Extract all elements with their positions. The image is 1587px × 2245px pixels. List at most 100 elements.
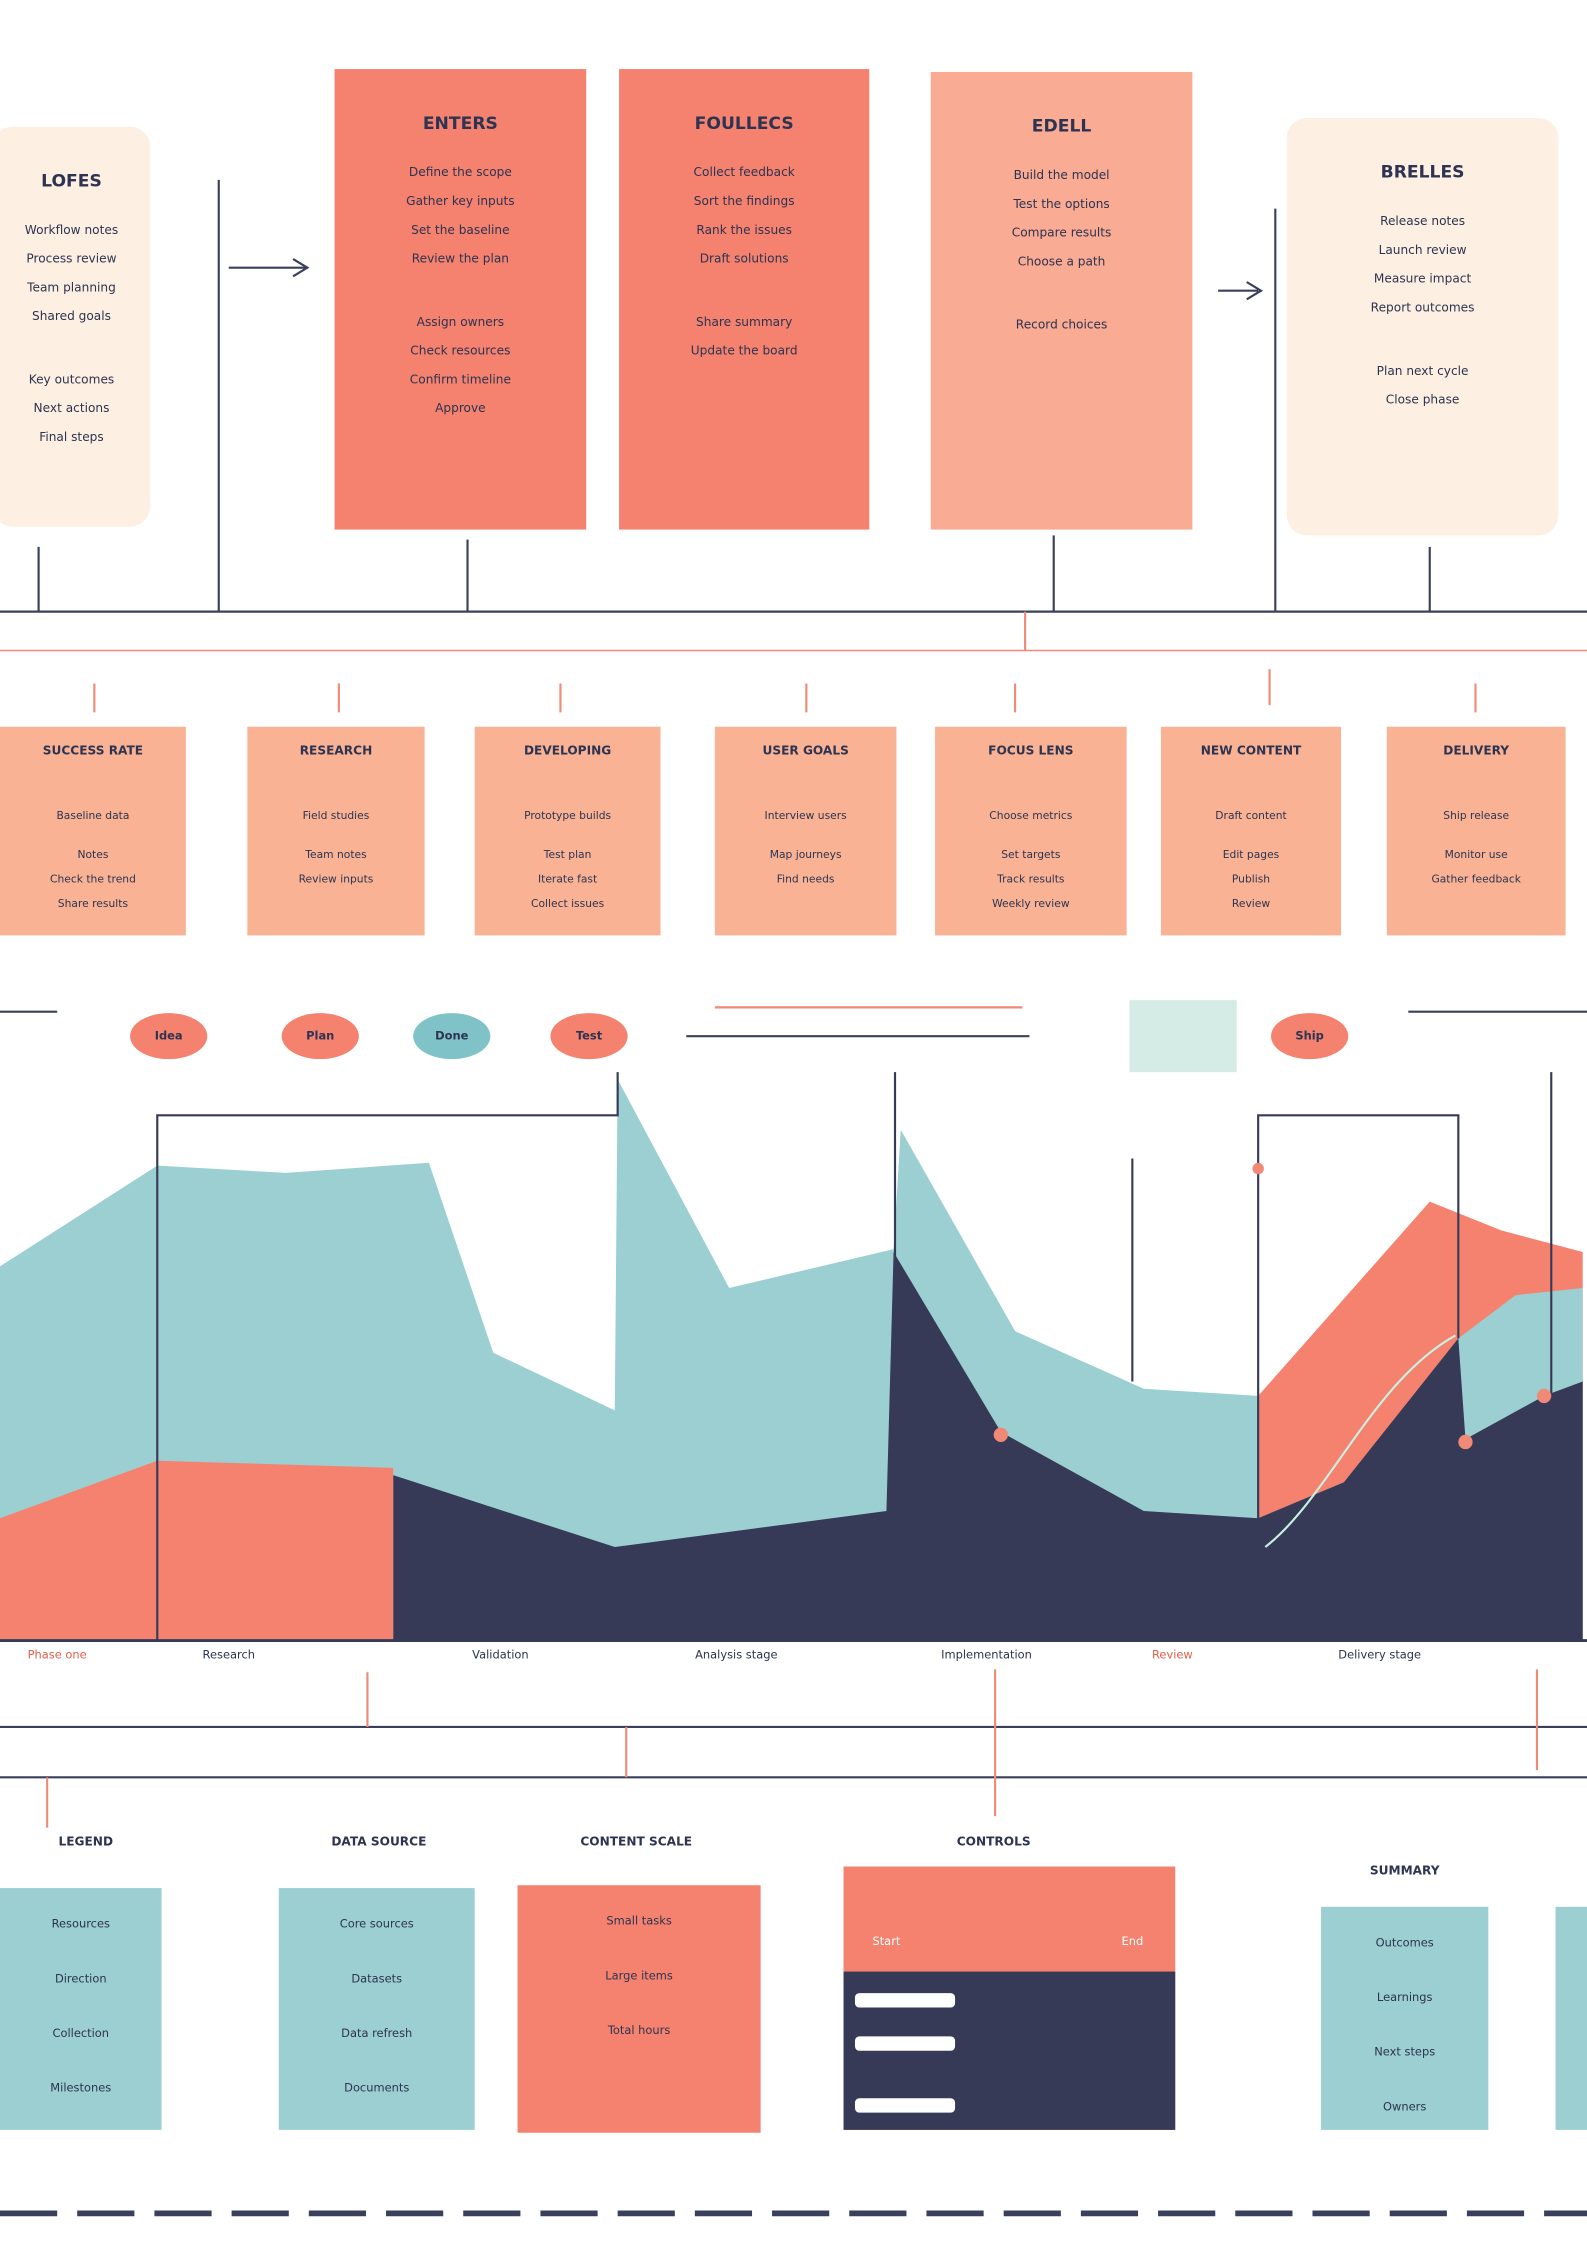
pill-label: Done xyxy=(435,1029,468,1043)
panel-text: End xyxy=(1121,1934,1143,1948)
pill-label: Test xyxy=(576,1029,603,1043)
axis-label: Phase one xyxy=(28,1647,87,1661)
card-text: Gather key inputs xyxy=(406,194,514,208)
card xyxy=(1286,118,1559,536)
step-title: RESEARCH xyxy=(300,744,373,758)
panel-text: Documents xyxy=(344,2081,409,2095)
card xyxy=(619,69,870,530)
panel xyxy=(1555,1906,1587,2130)
card-text: Choose a path xyxy=(1018,254,1106,268)
axis-label: Analysis stage xyxy=(695,1647,777,1661)
panel-title: DATA SOURCE xyxy=(331,1835,426,1849)
step-text: Team notes xyxy=(304,848,367,861)
panel-title: CONTROLS xyxy=(957,1835,1031,1849)
step-title: NEW CONTENT xyxy=(1201,744,1302,758)
card-text: Report outcomes xyxy=(1371,300,1475,314)
connectors xyxy=(0,179,1587,2217)
arrow xyxy=(1218,281,1264,301)
bar-line xyxy=(854,2098,956,2113)
step-text: Share results xyxy=(58,897,129,910)
panel xyxy=(278,1888,475,2130)
panel xyxy=(1321,1906,1489,2130)
card-text: Review the plan xyxy=(412,252,509,266)
panel xyxy=(0,1888,162,2130)
card-text: Confirm timeline xyxy=(410,372,511,386)
card-title: EDELL xyxy=(1032,117,1092,137)
pill-label: Idea xyxy=(155,1029,183,1043)
card-text: Launch review xyxy=(1379,243,1467,257)
step-text: Edit pages xyxy=(1223,848,1280,861)
step-box xyxy=(0,726,186,936)
step-text: Weekly review xyxy=(992,897,1070,910)
panel xyxy=(517,1885,761,2133)
step-title: DEVELOPING xyxy=(524,744,611,758)
panel-text: Owners xyxy=(1383,2099,1426,2113)
card-text: Draft solutions xyxy=(700,252,789,266)
step-text: Gather feedback xyxy=(1431,872,1521,885)
bar-line xyxy=(854,2036,956,2051)
step-text: Check the trend xyxy=(50,872,136,885)
card-text: Rank the issues xyxy=(696,223,792,237)
pill xyxy=(550,1013,628,1060)
step-title: USER GOALS xyxy=(762,744,848,758)
card xyxy=(930,71,1193,530)
step-text: Draft content xyxy=(1215,809,1286,822)
step-text: Test plan xyxy=(543,848,592,861)
step-box xyxy=(1160,726,1342,936)
card-text: Shared goals xyxy=(32,309,111,323)
arrow xyxy=(228,258,310,278)
panel-text: Core sources xyxy=(340,1917,414,1931)
axis-label: Implementation xyxy=(941,1647,1032,1661)
axis-label: Research xyxy=(203,1647,255,1661)
step-text: Choose metrics xyxy=(989,809,1072,822)
card-text: Define the scope xyxy=(409,165,512,179)
panel-title: CONTENT SCALE xyxy=(580,1835,692,1849)
panel-title: SUMMARY xyxy=(1370,1863,1440,1877)
step-text: Find needs xyxy=(777,872,835,885)
area-navy xyxy=(393,1252,1583,1641)
note-card xyxy=(1129,1000,1237,1073)
card-text: Collect feedback xyxy=(694,165,796,179)
card-text: Release notes xyxy=(1380,214,1465,228)
panel-text: Start xyxy=(872,1934,900,1948)
panel-text: Resources xyxy=(52,1917,110,1931)
card-text: Workflow notes xyxy=(25,223,118,237)
step-text: Collect issues xyxy=(531,897,605,910)
step-title: FOCUS LENS xyxy=(988,744,1073,758)
step-title: SUCCESS RATE xyxy=(43,744,143,758)
panel-text: Datasets xyxy=(351,1971,402,1985)
step-text: Set targets xyxy=(1001,848,1061,861)
panel-text: Small tasks xyxy=(606,1914,671,1928)
pill xyxy=(1271,1013,1349,1060)
card-title: ENTERS xyxy=(423,114,498,134)
card-title: BRELLES xyxy=(1381,163,1465,183)
card-text: Approve xyxy=(435,401,486,415)
card-text: Build the model xyxy=(1014,168,1110,182)
card-title: LOFES xyxy=(41,171,102,191)
pill xyxy=(413,1013,491,1060)
panel-text: Large items xyxy=(605,1968,673,1982)
panel-text: Milestones xyxy=(50,2081,111,2095)
axis-label: Delivery stage xyxy=(1338,1647,1421,1661)
step-text: Prototype builds xyxy=(524,809,611,822)
panel-text: Collection xyxy=(53,2026,110,2040)
step-box xyxy=(935,726,1127,936)
panel-text: Learnings xyxy=(1377,1990,1433,2004)
card-text: Team planning xyxy=(26,280,116,294)
pill xyxy=(281,1013,359,1060)
step-text: Review xyxy=(1232,897,1270,910)
step-text: Map journeys xyxy=(770,848,842,861)
card-text: Check resources xyxy=(410,344,510,358)
axis-label: Validation xyxy=(472,1647,528,1661)
panel-text: Data refresh xyxy=(341,2026,412,2040)
step-box xyxy=(1386,726,1566,936)
step-box xyxy=(247,726,425,936)
card xyxy=(0,126,151,527)
card-text: Close phase xyxy=(1386,393,1460,407)
area-coral xyxy=(0,1460,394,1641)
card-text: Process review xyxy=(26,252,116,266)
card-title: FOULLECS xyxy=(695,114,794,134)
panel-text: Direction xyxy=(55,1971,107,1985)
card-text: Key outcomes xyxy=(29,372,115,386)
